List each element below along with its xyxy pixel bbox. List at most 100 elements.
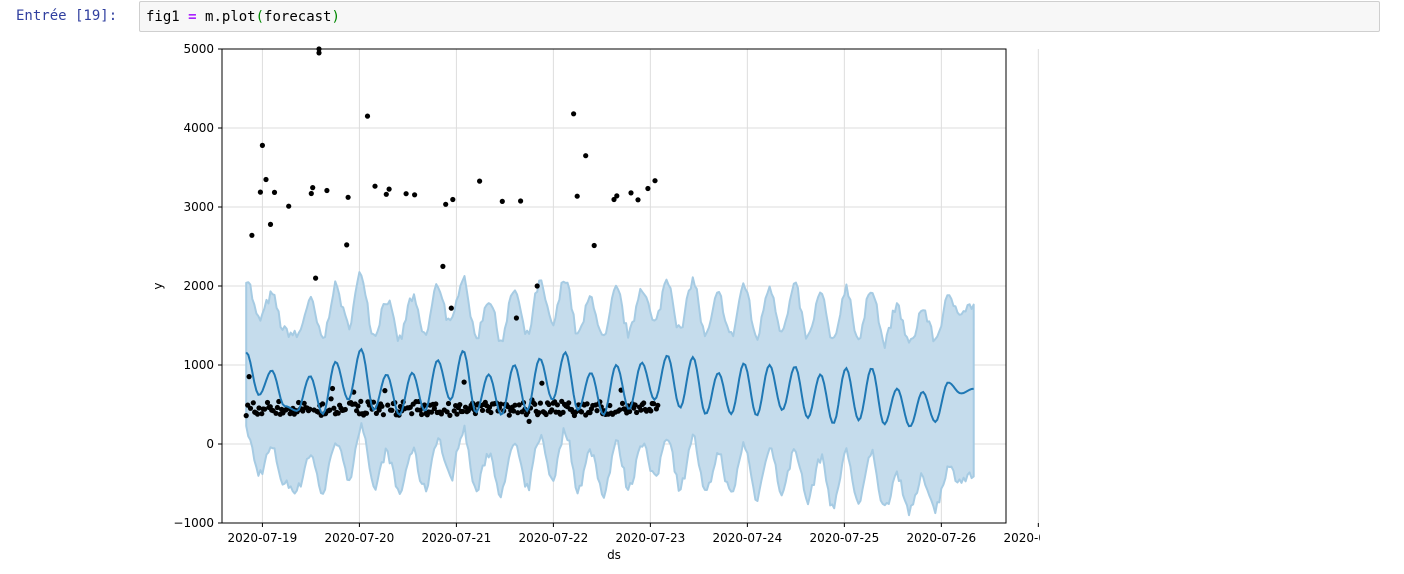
data-point (389, 407, 395, 413)
data-point (363, 410, 370, 416)
data-point (379, 403, 385, 409)
x-tick-label: 2020-07-22 (519, 531, 589, 545)
data-point (286, 203, 292, 209)
data-point (594, 408, 600, 414)
data-point (641, 400, 647, 406)
data-point (403, 191, 409, 197)
x-tick-label: 2020-07-21 (422, 531, 492, 545)
data-point (324, 187, 330, 194)
x-tick-label: 2020-07-24 (712, 531, 782, 545)
y-tick-label: 5000 (183, 42, 214, 56)
data-point (537, 400, 543, 406)
data-point (276, 398, 282, 405)
data-point (578, 409, 585, 415)
data-point (345, 194, 351, 200)
data-point (614, 193, 620, 199)
data-point (457, 402, 463, 408)
data-point (617, 407, 623, 413)
data-point (342, 406, 348, 413)
data-point (461, 379, 467, 385)
forecast-chart: −1000 0 1000 2000 3000 4000 5000 2020-07-19 2020… (151, 42, 1073, 562)
data-point (308, 190, 314, 197)
data-point (571, 111, 577, 117)
data-point (328, 396, 334, 402)
data-point (607, 402, 613, 409)
data-point (300, 408, 306, 414)
data-point (444, 409, 450, 415)
data-point (376, 407, 382, 413)
data-point (448, 305, 454, 311)
data-point (421, 402, 428, 408)
data-point (438, 411, 444, 417)
data-point (335, 410, 341, 416)
data-point (632, 402, 638, 408)
data-point (249, 232, 255, 238)
data-point (274, 404, 280, 411)
data-point (655, 402, 661, 408)
y-axis-label: y (151, 282, 165, 289)
data-point (296, 399, 302, 406)
data-point (477, 178, 483, 184)
data-point (267, 221, 274, 227)
x-axis-label: ds (607, 548, 621, 562)
data-point (515, 410, 521, 416)
data-point (479, 407, 486, 413)
data-point (255, 411, 261, 417)
data-point (412, 192, 418, 198)
data-point (651, 401, 657, 407)
data-point (539, 380, 545, 386)
data-point (316, 50, 322, 56)
data-point (262, 406, 268, 412)
x-tick-label: 2020-07-26 (906, 531, 976, 545)
data-point (499, 198, 505, 204)
data-point (584, 401, 590, 407)
data-point (611, 196, 617, 203)
data-point (307, 406, 313, 412)
data-point (506, 412, 512, 418)
data-point (511, 408, 517, 414)
data-point (648, 408, 654, 414)
data-point (358, 398, 364, 404)
x-tick-label: 2020-07-19 (228, 531, 298, 545)
data-point (460, 408, 466, 415)
cell-output: −1000 0 1000 2000 3000 4000 5000 2020-07-19 2020… (150, 40, 1073, 574)
x-tick-label: 2020-07-20 (325, 531, 395, 545)
data-point (488, 409, 494, 416)
data-point (372, 183, 378, 189)
y-tick-label: 3000 (183, 200, 214, 214)
data-point (431, 405, 437, 412)
data-point (583, 153, 589, 159)
code-open-paren: ( (255, 9, 265, 25)
data-point (512, 402, 518, 408)
data-point (443, 201, 449, 207)
data-point (419, 411, 425, 418)
data-point (250, 400, 256, 406)
forecast-line (245, 347, 974, 428)
data-point (364, 113, 371, 119)
data-point (516, 402, 522, 408)
data-point (645, 185, 651, 192)
data-point (257, 189, 263, 195)
data-point (409, 411, 415, 417)
data-point (417, 407, 423, 413)
data-point (513, 315, 519, 321)
data-point (634, 409, 640, 416)
code-input-area[interactable]: fig1 = m.plot(forecast) (139, 1, 1380, 32)
data-point (454, 411, 460, 417)
data-point (320, 401, 326, 407)
data-point (486, 404, 493, 410)
data-point (382, 388, 388, 394)
data-point (310, 185, 316, 191)
data-point (433, 401, 439, 407)
code-variable: fig1 (146, 9, 180, 25)
code-argument: forecast (264, 9, 332, 25)
data-point (652, 178, 658, 184)
data-point (549, 407, 555, 413)
data-point (560, 409, 566, 415)
data-point (271, 189, 278, 195)
data-point (498, 401, 504, 407)
data-point (591, 242, 597, 249)
data-point (263, 176, 269, 183)
data-point (259, 142, 265, 148)
